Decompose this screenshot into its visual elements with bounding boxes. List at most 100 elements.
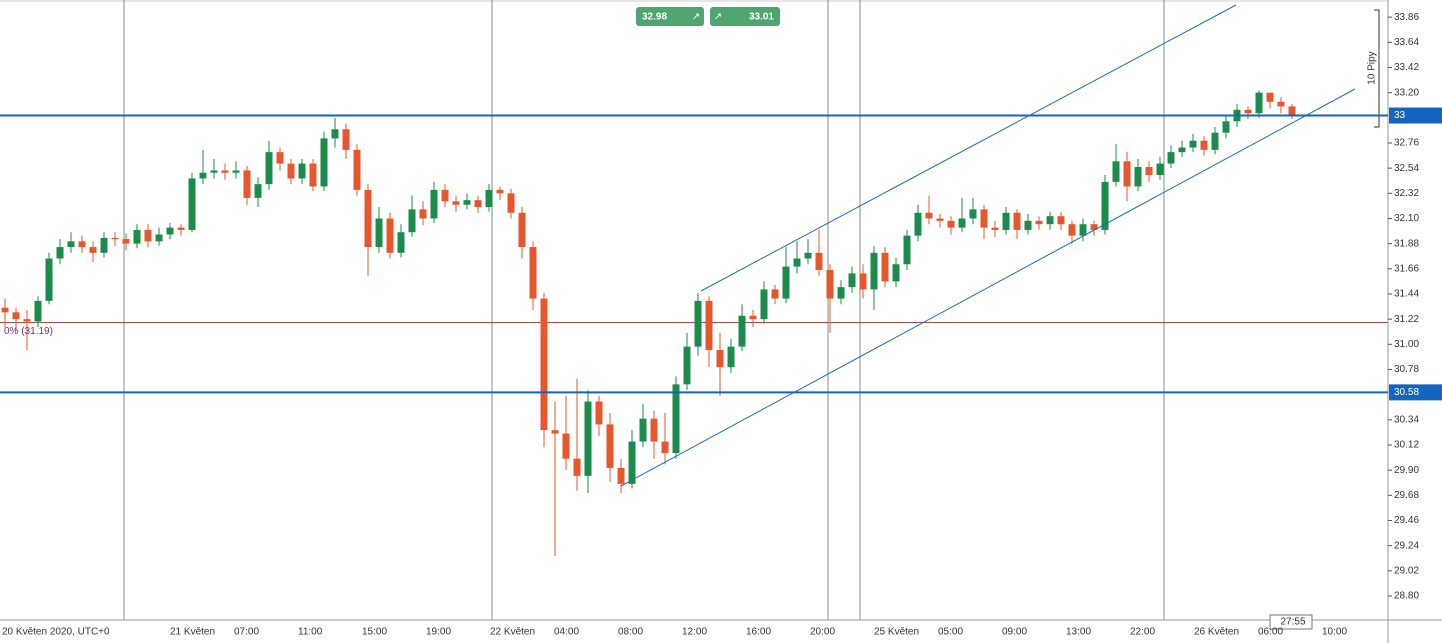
candle-body (496, 189, 504, 194)
candle-body (1013, 212, 1021, 230)
candle-body (551, 430, 559, 434)
candle-body (353, 149, 361, 190)
sell-price: 32.98 (642, 12, 667, 23)
candle-body (1167, 152, 1175, 164)
x-tick-label: 22:00 (1130, 627, 1155, 638)
candle-body (936, 218, 944, 221)
y-tick-label: 33.86 (1394, 12, 1419, 23)
price-level-tag (1389, 384, 1442, 401)
fib-label: 0% (31.19) (4, 326, 53, 337)
sell-icon: ↗ (692, 12, 700, 23)
candle-body (144, 229, 152, 242)
y-tick-label: 29.02 (1394, 565, 1419, 576)
candle-body (1178, 147, 1186, 153)
y-tick-label: 29.68 (1394, 490, 1419, 501)
buy-button[interactable] (710, 7, 780, 26)
y-tick-label: 31.44 (1394, 289, 1419, 300)
candle-body (430, 189, 438, 219)
candle-body (12, 312, 20, 320)
candle-body (1200, 140, 1208, 150)
candle-body (760, 289, 768, 320)
y-tick-label: 33.20 (1394, 87, 1419, 98)
price-level-label: 33 (1394, 110, 1406, 121)
y-tick-label: 29.90 (1394, 465, 1419, 476)
candle-body (573, 458, 581, 476)
candle-body (914, 212, 922, 236)
candle-body (738, 315, 746, 347)
candle-body (133, 229, 141, 244)
pip-label: 10 Pipy (1367, 51, 1378, 84)
x-tick-label: 15:00 (362, 627, 387, 638)
candle-body (1189, 140, 1197, 148)
candle-body (331, 129, 339, 139)
candle-body (463, 200, 471, 205)
y-tick-label: 32.54 (1394, 163, 1419, 174)
candle-body (562, 433, 570, 459)
x-tick-label: 19:00 (426, 627, 451, 638)
candle-body (540, 298, 548, 431)
candle-body (177, 227, 185, 230)
candle-body (650, 418, 658, 442)
candle-body (584, 401, 592, 476)
y-tick-label: 33.64 (1394, 37, 1419, 48)
candle-body (848, 273, 856, 288)
candle-body (485, 189, 493, 208)
candle-body (188, 178, 196, 230)
candle-body (221, 170, 229, 173)
candle-body (111, 237, 119, 240)
x-tick-label: 20 Květen 2020, UTC+0 (2, 627, 110, 638)
x-tick-label: 11:00 (298, 627, 323, 638)
candle-body (375, 218, 383, 248)
candle-body (815, 252, 823, 270)
candle-body (474, 200, 482, 208)
x-tick-label: 13:00 (1066, 627, 1091, 638)
y-tick-label: 30.34 (1394, 414, 1419, 425)
candle-body (969, 209, 977, 219)
candle-body (639, 418, 647, 442)
y-tick-label: 33.42 (1394, 62, 1419, 73)
candle-body (1024, 220, 1032, 230)
candle-body (166, 227, 174, 235)
candle-body (529, 247, 537, 299)
candle-body (1123, 161, 1131, 187)
buy-icon: ↗ (714, 12, 722, 23)
candle-body (34, 300, 42, 322)
candle-body (881, 252, 889, 282)
candle-body (991, 227, 999, 230)
x-tick-label: 21 Květen (170, 627, 215, 638)
candle-body (342, 129, 350, 150)
candle-body (606, 424, 614, 468)
candle-body (1079, 224, 1087, 236)
candle-body (1090, 224, 1098, 230)
candle-body (507, 193, 515, 213)
y-tick-label: 32.32 (1394, 188, 1419, 199)
candle-body (1035, 220, 1043, 225)
y-tick-label: 29.46 (1394, 515, 1419, 526)
price-level-tag (1389, 107, 1442, 124)
candle-body (397, 232, 405, 253)
countdown: 27:55 (1280, 617, 1305, 628)
sell-button[interactable] (636, 7, 704, 26)
candle-body (1145, 167, 1153, 176)
candle-body (683, 346, 691, 385)
candle-body (254, 184, 262, 198)
candle-body (210, 170, 218, 173)
candle-body (870, 252, 878, 290)
candle-body (1046, 216, 1054, 225)
candle-body (518, 212, 526, 248)
candle-body (595, 401, 603, 425)
y-axis-area (1388, 0, 1442, 620)
y-tick-label: 31.88 (1394, 238, 1419, 249)
candle-body (386, 218, 394, 253)
candle-body (419, 209, 427, 219)
candle-body (1156, 163, 1164, 176)
y-tick-label: 32.76 (1394, 138, 1419, 149)
candle-body (958, 218, 966, 228)
y-tick-label: 31.00 (1394, 339, 1419, 350)
candle-body (452, 201, 460, 205)
x-tick-label: 10:00 (1322, 627, 1347, 638)
channel-upper (700, 4, 1237, 292)
candle-body (232, 170, 240, 173)
candle-body (298, 163, 306, 179)
